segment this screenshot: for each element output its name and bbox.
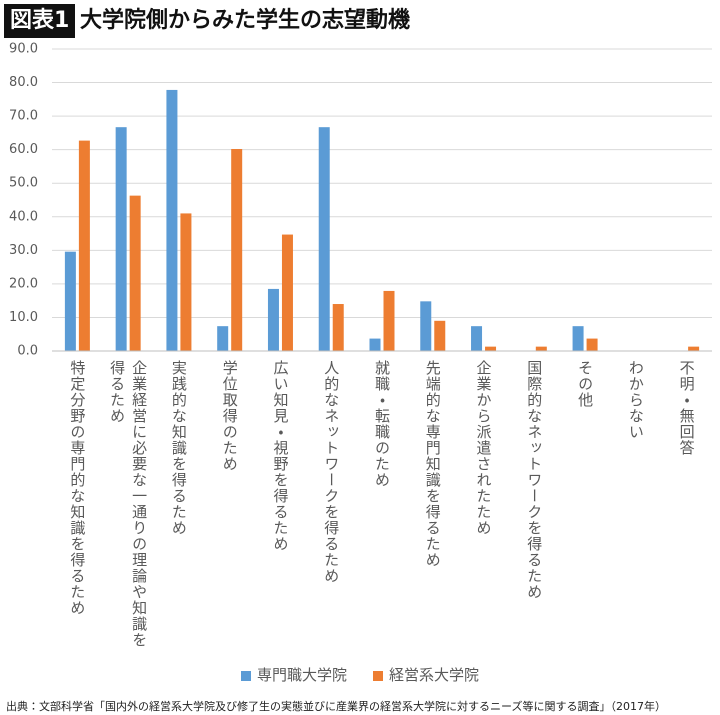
x-tick-label: 学位取得のため: [220, 360, 239, 472]
bar: [420, 301, 432, 351]
figure-badge: 図表1: [4, 4, 76, 38]
bar: [267, 288, 279, 351]
x-tick-label: 企業から派遣されたため: [474, 360, 493, 536]
bar: [318, 127, 330, 351]
y-tick-label: 30.0: [9, 243, 38, 258]
bar: [281, 234, 293, 351]
chart-title: 大学院側からみた学生の志望動機: [80, 8, 411, 33]
bar: [485, 346, 497, 351]
bar: [688, 346, 700, 351]
x-tick-label: 就職・転職のため: [373, 360, 391, 488]
x-tick-label: その他: [576, 360, 595, 408]
legend: 専門職大学院 経営系大学院: [0, 664, 720, 685]
legend-swatch: [240, 670, 251, 681]
bar: [471, 326, 483, 351]
bar: [572, 326, 584, 351]
bar: [434, 320, 446, 351]
x-tick-label: 特定分野の専門的な知識を得るため: [68, 360, 87, 616]
bar: [332, 304, 344, 351]
bar: [217, 326, 229, 351]
y-tick-label: 80.0: [9, 75, 38, 90]
x-tick-label: 広い知見・視野を得るため: [271, 360, 290, 552]
bar: [231, 148, 243, 351]
bar: [78, 140, 90, 351]
legend-label: 経営系大学院: [389, 666, 480, 684]
y-tick-label: 70.0: [9, 109, 38, 124]
x-tick-label: 不明・無回答: [677, 360, 696, 456]
x-tick-label: 企業経営に必要な一通りの理論や知識を 得るため: [108, 360, 149, 648]
bar: [383, 290, 395, 351]
legend-swatch: [373, 670, 383, 681]
bar: [369, 338, 381, 351]
x-tick-label: 国際的なネットワークを得るため: [525, 360, 544, 600]
y-tick-label: 40.0: [9, 209, 38, 224]
x-tick-label: 人的なネットワークを得るため: [322, 360, 341, 584]
legend-label: 専門職大学院: [256, 666, 347, 684]
x-tick-label: 実践的な知識を得るため: [169, 360, 188, 536]
y-tick-label: 20.0: [9, 276, 38, 291]
y-tick-label: 60.0: [9, 142, 38, 157]
bar: [586, 338, 598, 351]
bar: [180, 213, 192, 351]
legend-item: 経営系大学院: [373, 664, 479, 685]
bar: [129, 195, 141, 351]
x-tick-label: 先端的な専門知識を得るため: [423, 360, 442, 568]
bar: [535, 346, 547, 351]
bar: [166, 89, 178, 351]
x-tick-label: わからない: [626, 360, 645, 440]
y-tick-label: 0.0: [17, 344, 38, 359]
y-tick-label: 10.0: [9, 310, 38, 325]
y-tick-label: 50.0: [9, 176, 38, 191]
source-note: 出典：文部科学省「国内外の経営系大学院及び修了生の実態並びに産業界の経営系大学院…: [6, 700, 666, 713]
legend-item: 専門職大学院: [240, 664, 347, 685]
bar: [64, 251, 76, 351]
y-tick-label: 90.0: [9, 42, 38, 57]
bar: [115, 127, 127, 351]
